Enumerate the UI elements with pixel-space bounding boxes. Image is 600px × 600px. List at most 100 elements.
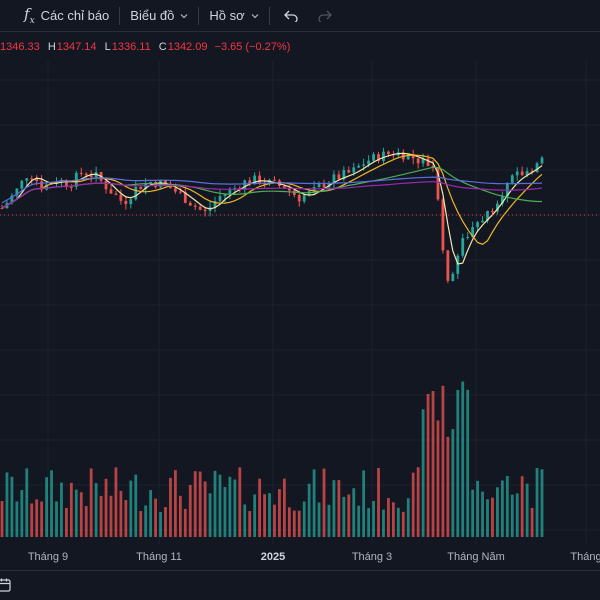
volume-bar <box>15 501 19 537</box>
low-value: 1336.11 <box>111 41 151 53</box>
chevron-down-icon <box>251 13 259 18</box>
volume-bar <box>535 467 539 537</box>
candle-body <box>20 180 24 189</box>
indicators-button[interactable]: fx Các chỉ báo <box>18 0 115 32</box>
candle-body <box>30 178 34 180</box>
volume-bar <box>416 467 420 537</box>
volume-bar <box>307 483 311 537</box>
volume-bar <box>30 503 34 537</box>
candle-body <box>367 160 371 165</box>
calendar-icon[interactable] <box>0 577 12 593</box>
profile-menu-button[interactable]: Hồ sơ <box>203 0 264 32</box>
undo-icon <box>283 10 298 22</box>
volume-bar <box>178 495 182 537</box>
candle-body <box>322 184 326 188</box>
xaxis-label: 2025 <box>260 551 286 563</box>
volume-bar <box>486 499 489 537</box>
candle-body <box>109 189 113 194</box>
candle-body <box>515 171 519 176</box>
volume-bar <box>164 507 167 537</box>
candle-body <box>337 174 341 180</box>
candle-body <box>491 211 494 213</box>
volume-bar <box>65 507 68 537</box>
volume-bar <box>50 470 53 537</box>
volume-bar <box>45 477 48 537</box>
ma-long-line <box>1 181 543 209</box>
candle-body <box>317 184 321 188</box>
volume-bar <box>322 468 326 537</box>
candle-body <box>263 183 266 185</box>
volume-bar <box>119 490 123 537</box>
volume-bar <box>114 467 118 537</box>
volume-bar <box>496 487 499 537</box>
candle-body <box>258 175 262 184</box>
chart-menu-button[interactable]: Biểu đồ <box>124 0 194 32</box>
candle-body <box>436 167 440 200</box>
volume-bar <box>149 490 153 537</box>
volume-bar <box>287 507 291 537</box>
volume-bar <box>500 480 504 537</box>
volume-bar <box>188 484 192 537</box>
candle-body <box>525 171 529 176</box>
candle-body <box>461 237 465 256</box>
volume-bar <box>387 498 390 537</box>
volume-bar <box>104 478 108 537</box>
candle-body <box>357 165 361 168</box>
candle-body <box>129 199 133 205</box>
candle-body <box>302 195 306 202</box>
candle-body <box>387 151 390 155</box>
change-value: −3.65 (−0.27%) <box>214 41 291 53</box>
candle-body <box>188 202 192 206</box>
candle-body <box>25 178 29 181</box>
candle-body <box>223 194 227 197</box>
volume-bar <box>243 504 247 537</box>
volume-bar <box>426 393 430 537</box>
price-chart[interactable] <box>0 60 600 545</box>
candle-body <box>35 178 39 182</box>
candle-body <box>456 255 460 274</box>
volume-bar <box>273 504 276 537</box>
low-label: L <box>104 41 111 53</box>
candle-body <box>178 191 182 193</box>
volume-bar <box>55 501 58 537</box>
volume-bar <box>515 493 519 537</box>
candle-body <box>213 201 217 208</box>
volume-bar <box>337 480 341 537</box>
volume-bar <box>258 478 262 537</box>
undo-button[interactable] <box>274 0 308 32</box>
volume-bar <box>268 493 271 537</box>
volume-bar <box>461 381 465 537</box>
candle-body <box>0 208 4 210</box>
volume-bar <box>124 500 128 537</box>
candle-body <box>500 196 504 204</box>
volume-bar <box>406 498 410 537</box>
volume-bar <box>169 477 172 537</box>
xaxis-label: Tháng 3 <box>351 551 393 563</box>
volume-bar <box>238 467 242 537</box>
candle-body <box>114 193 118 195</box>
volume-bar <box>352 488 356 537</box>
redo-button[interactable] <box>308 0 342 32</box>
candle-body <box>471 227 475 237</box>
candle-body <box>362 164 366 166</box>
candle-body <box>486 211 489 221</box>
candle-body <box>45 184 48 190</box>
volume-bar <box>208 493 212 537</box>
volume-bar <box>159 511 162 537</box>
volume-bar <box>79 492 83 537</box>
candle-body <box>173 188 177 192</box>
volume-bar <box>0 501 4 537</box>
candle-body <box>406 153 410 160</box>
candle-body <box>377 154 380 161</box>
volume-bar <box>431 391 435 537</box>
volume-bar <box>411 472 415 537</box>
volume-bar <box>203 481 207 537</box>
candle-body <box>203 209 207 211</box>
candle-body <box>416 158 420 164</box>
volume-bar <box>183 508 187 537</box>
candle-body <box>382 151 385 161</box>
candle-body <box>466 236 470 238</box>
volume-bar <box>282 478 286 537</box>
volume-bar <box>520 476 524 537</box>
candle-body <box>441 199 445 251</box>
